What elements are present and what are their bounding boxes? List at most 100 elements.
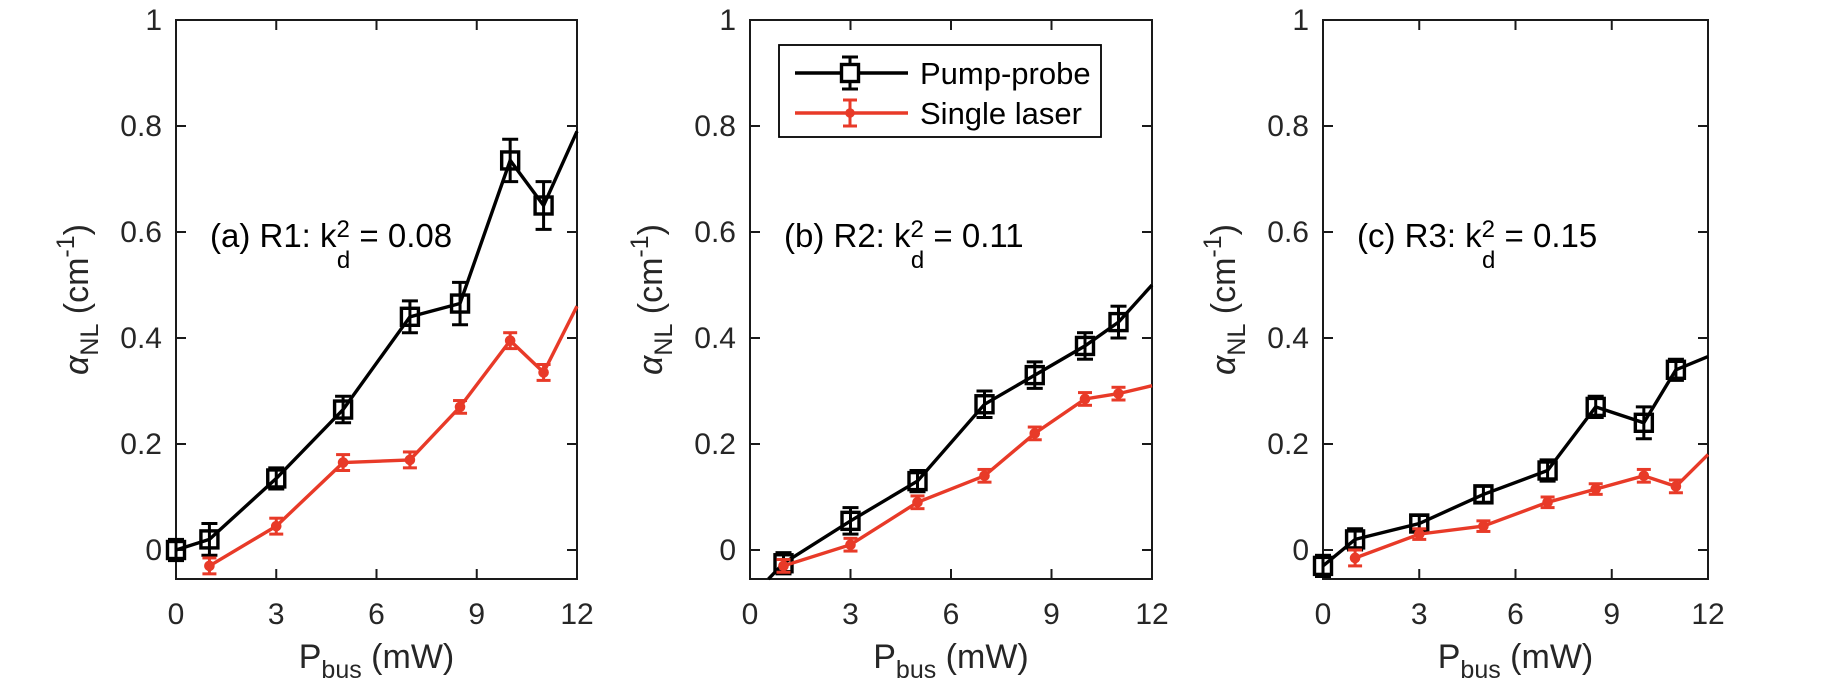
panel-annotation: (b) R2: k2 d = 0.11	[784, 216, 1024, 274]
data-line	[1321, 355, 1709, 568]
circle-marker	[778, 560, 789, 572]
x-tick-label: 3	[1411, 598, 1428, 631]
axis-box	[1322, 19, 1709, 580]
square-marker	[1312, 555, 1334, 577]
circle-marker	[204, 560, 215, 572]
x-axis-label: Pbus (mW)	[1438, 638, 1594, 684]
circle-marker	[1113, 388, 1124, 399]
legend-entry: Single laser	[795, 96, 1082, 131]
circle-marker	[1478, 520, 1489, 532]
x-tick-label: 0	[1315, 598, 1332, 631]
y-tick-label: 0.2	[1267, 428, 1309, 461]
square-marker	[1585, 396, 1606, 418]
legend-entry: Pump-probe	[795, 55, 1091, 91]
y-tick-label: 0	[719, 534, 736, 567]
data-line	[208, 305, 579, 568]
y-tick-label: 0	[145, 534, 162, 567]
circle-marker	[1349, 552, 1361, 564]
square-marker	[266, 468, 287, 489]
y-tick-label: 0.4	[1267, 322, 1309, 355]
circle-marker	[337, 457, 349, 468]
x-tick-label: 12	[1691, 598, 1724, 631]
y-tick-label: 0.6	[120, 216, 162, 249]
circle-marker	[504, 335, 516, 346]
panel-c: 0 3 6 9 12 0 0.2 0.4 0.6 0.8 1 Pbus (mW) αNL (cm-1) (…	[1199, 4, 1725, 684]
circle-marker	[1670, 481, 1682, 492]
y-tick-label: 0.4	[120, 322, 162, 355]
square-marker	[1024, 364, 1045, 386]
x-tick-label: 12	[1135, 598, 1168, 631]
legend-square-marker	[839, 62, 861, 84]
square-marker	[332, 399, 354, 420]
axis-box	[175, 19, 578, 580]
data-line	[767, 283, 1154, 581]
series-single-laser	[776, 384, 1153, 574]
y-tick-label: 0.4	[694, 322, 736, 355]
data-line	[782, 384, 1153, 568]
y-tick-label: 1	[1292, 4, 1309, 37]
y-tick-label: 0	[1292, 534, 1309, 567]
x-tick-label: 6	[1507, 598, 1524, 631]
legend-box	[778, 44, 1102, 138]
series-pump-probe	[165, 130, 579, 563]
circle-marker	[1029, 428, 1041, 439]
square-marker	[1665, 359, 1687, 380]
x-axis-label: Pbus (mW)	[873, 638, 1029, 684]
square-marker	[1074, 335, 1096, 357]
y-axis-label: αNL (cm-1)	[1199, 224, 1251, 375]
square-marker	[974, 394, 995, 415]
x-tick-label: 3	[842, 598, 859, 631]
square-marker	[1633, 412, 1655, 433]
circle-marker	[1638, 470, 1650, 482]
legend-circle-marker	[845, 108, 855, 118]
y-tick-label: 0.2	[120, 428, 162, 461]
y-tick-label: 1	[719, 4, 736, 37]
y-tick-label: 0.2	[694, 428, 736, 461]
square-marker	[1344, 529, 1366, 550]
y-tick-label: 1	[145, 4, 162, 37]
legend: Pump-probe Single laser	[778, 44, 1102, 138]
y-axis-label: αNL (cm-1)	[52, 224, 104, 375]
data-line	[1354, 453, 1710, 560]
x-tick-label: 6	[368, 598, 385, 631]
y-tick-label: 0.6	[694, 216, 736, 249]
circle-marker	[270, 520, 282, 532]
y-tick-label: 0.8	[694, 110, 736, 143]
panel-annotation: (c) R3: k2 d = 0.15	[1357, 216, 1597, 274]
y-tick-label: 0.8	[120, 110, 162, 143]
y-tick-label: 0.8	[1267, 110, 1309, 143]
square-marker	[840, 510, 861, 532]
circle-marker	[454, 401, 466, 413]
square-marker	[533, 195, 554, 216]
x-axis-label: Pbus (mW)	[299, 638, 455, 684]
circle-marker	[1542, 497, 1553, 508]
x-tick-label: 9	[1043, 598, 1060, 631]
legend-entry-label: Single laser	[920, 96, 1082, 131]
panel-b: 0 3 6 9 12 0 0.2 0.4 0.6 0.8 1 Pbus (mW) αNL (cm-1) (…	[626, 4, 1169, 684]
circle-marker	[538, 367, 549, 378]
data-line	[175, 130, 579, 552]
panel-annotation: (a) R1: k2 d = 0.08	[210, 216, 452, 274]
square-marker	[499, 150, 521, 171]
series-single-laser	[202, 305, 579, 576]
x-tick-label: 6	[943, 598, 960, 631]
circle-marker	[1079, 393, 1091, 405]
square-marker	[165, 539, 187, 561]
square-marker	[1108, 311, 1129, 333]
legend-entry-label: Pump-probe	[920, 56, 1091, 91]
x-tick-label: 3	[268, 598, 285, 631]
circle-marker	[1590, 483, 1602, 495]
series-single-laser	[1348, 453, 1710, 568]
panel-a: 0 3 6 9 12 0 0.2 0.4 0.6 0.8 1 Pbus (mW) αNL (cm-1) (…	[52, 4, 594, 684]
circle-marker	[912, 497, 923, 508]
x-tick-label: 0	[742, 598, 759, 631]
y-tick-label: 0.6	[1267, 216, 1309, 249]
square-marker	[907, 470, 928, 492]
x-tick-label: 0	[168, 598, 185, 631]
circle-marker	[979, 470, 990, 482]
x-tick-label: 9	[1603, 598, 1620, 631]
x-tick-label: 9	[468, 598, 485, 631]
circle-marker	[1413, 528, 1425, 540]
